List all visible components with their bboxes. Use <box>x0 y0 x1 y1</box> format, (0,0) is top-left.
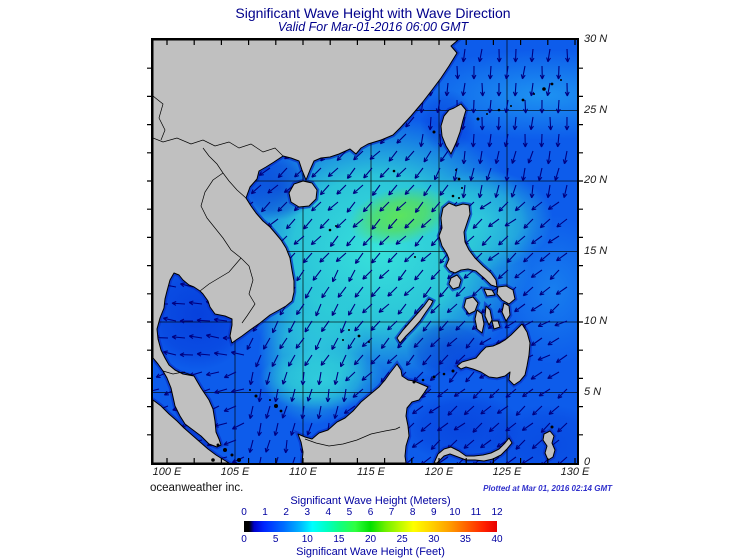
lon-label: 120 E <box>424 466 454 478</box>
frame-ticks <box>147 40 583 463</box>
colorbar-tick-label: 9 <box>430 507 437 518</box>
land-leyte <box>501 302 511 322</box>
colorbar-tick-label: 4 <box>325 507 332 518</box>
colorbar-tick-label: 2 <box>283 507 289 518</box>
colorbar-tick-label: 30 <box>428 534 440 545</box>
land-borneo <box>297 363 429 463</box>
lon-label: 100 E <box>152 466 182 478</box>
land-halmahera <box>542 430 556 461</box>
land-mindanao <box>456 323 531 386</box>
land-palawan <box>396 298 434 344</box>
land-bohol <box>491 320 501 330</box>
land-sumatra <box>153 399 230 463</box>
lat-label: 5 N <box>584 385 602 398</box>
country-borders <box>153 95 401 447</box>
longitude-axis: 100 E 105 E 110 E 115 E 120 E 125 E 130 E <box>152 466 590 481</box>
high-wave-green-patch <box>348 186 452 246</box>
figure-subtitle: Valid For Mar-01-2016 06:00 GMT <box>277 20 469 34</box>
colorbar-tick-label: 40 <box>491 534 503 545</box>
land-hainan <box>288 180 318 208</box>
colorbar-tick-label: 0 <box>241 534 247 545</box>
colorbar-tick-label: 25 <box>396 534 408 545</box>
lat-label: 0 <box>584 456 591 468</box>
colorbar-tick-label: 0 <box>241 507 247 518</box>
lon-label: 105 E <box>220 466 250 478</box>
land-sulawesi <box>433 437 513 463</box>
land-panay <box>463 296 479 315</box>
lat-label: 30 N <box>584 33 608 45</box>
island-specks <box>211 79 562 462</box>
colorbar-title-meters: Significant Wave Height (Meters) <box>290 495 451 507</box>
colorbar-tick-label: 12 <box>491 507 503 518</box>
lat-label: 20 N <box>584 174 608 186</box>
colorbar-title-feet: Significant Wave Height (Feet) <box>296 546 445 558</box>
land-luzon <box>438 202 498 288</box>
colorbar-tick-label: 20 <box>364 534 377 545</box>
colorbar-meters-scale: 0 1 2 3 4 5 6 7 8 9 10 11 12 <box>241 507 502 519</box>
colorbar-tick-label: 5 <box>346 507 353 518</box>
colorbar-tick-label: 3 <box>304 507 311 518</box>
lon-label: 110 E <box>289 466 317 478</box>
land-taiwan <box>440 103 467 155</box>
lon-label: 125 E <box>492 466 522 478</box>
map-plot-area <box>147 38 583 465</box>
latitude-axis: 30 N 25 N 20 N 15 N 10 N 5 N 0 <box>584 33 624 468</box>
colorbar-tick-label: 5 <box>272 534 279 545</box>
land-negros <box>474 309 485 334</box>
plotted-timestamp: Plotted at Mar 01, 2016 02:14 GMT <box>483 484 612 493</box>
land-masbate <box>483 288 496 297</box>
colorbar-tick-label: 15 <box>333 534 345 545</box>
colorbar-tick-label: 35 <box>459 534 471 545</box>
colorbar-gradient <box>244 521 497 532</box>
figure-title: Significant Wave Height with Wave Direct… <box>235 5 511 21</box>
colorbar-tick-label: 6 <box>367 507 374 518</box>
colorbar-feet-scale: 0 5 10 15 20 25 30 35 40 <box>241 534 502 546</box>
land-samar <box>496 285 516 305</box>
colorbar-tick-label: 10 <box>301 534 313 545</box>
lat-label: 25 N <box>584 103 608 116</box>
lon-label: 115 E <box>357 466 385 478</box>
land-cebu <box>484 305 493 326</box>
lat-label: 15 N <box>584 244 608 257</box>
land-mindoro <box>448 274 462 290</box>
colorbar-tick-label: 11 <box>470 507 482 518</box>
lon-label: 130 E <box>560 466 590 478</box>
colorbar-tick-label: 10 <box>449 507 461 518</box>
colorbar-tick-label: 7 <box>388 507 395 518</box>
lat-label: 10 N <box>584 315 608 327</box>
colorbar-tick-label: 8 <box>409 507 416 518</box>
credit-text: oceanweather inc. <box>150 482 244 494</box>
colorbar-tick-label: 1 <box>262 507 268 518</box>
